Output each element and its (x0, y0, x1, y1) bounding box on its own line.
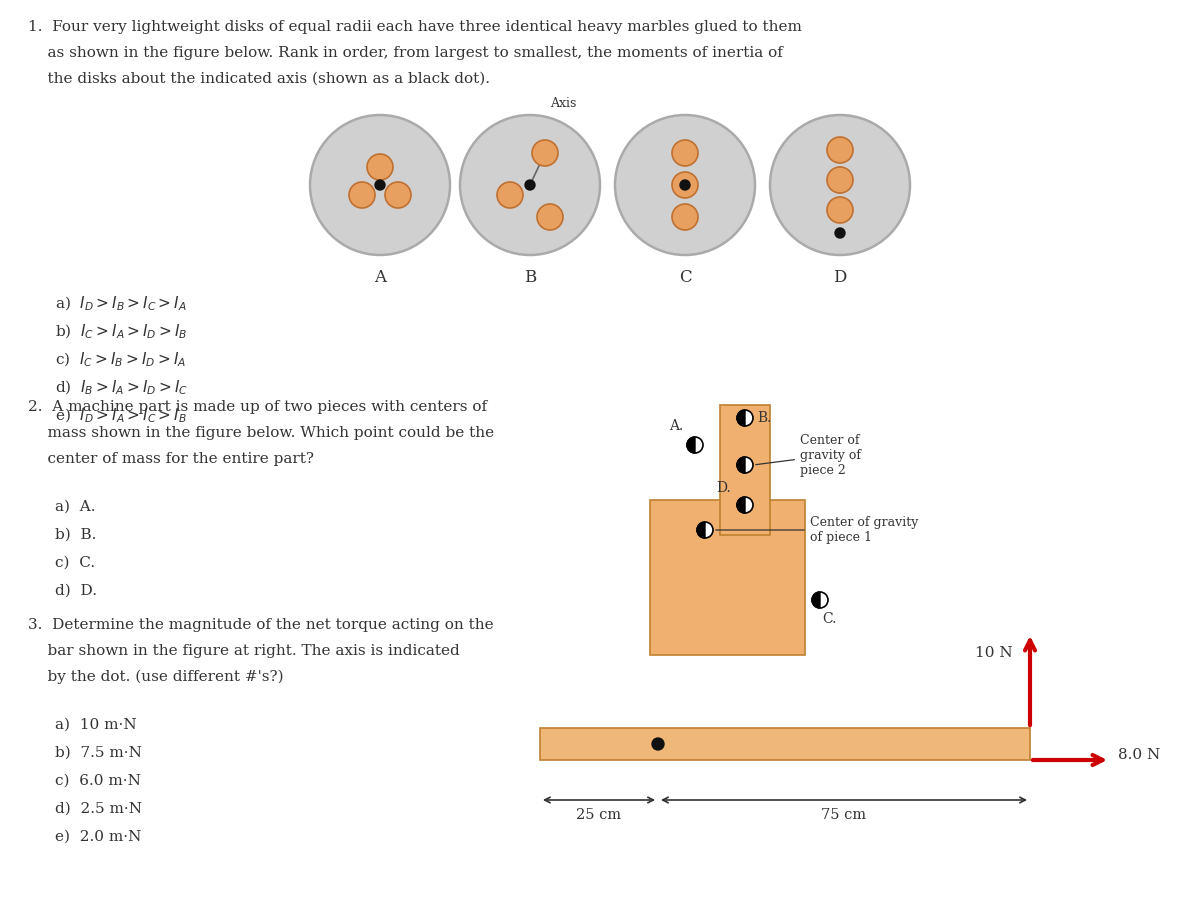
Text: e)  2.0 m·N: e) 2.0 m·N (55, 830, 142, 844)
Text: 3.  Determine the magnitude of the net torque acting on the: 3. Determine the magnitude of the net to… (28, 618, 493, 632)
Circle shape (737, 497, 754, 513)
Text: A: A (374, 269, 386, 286)
Text: b)  7.5 m·N: b) 7.5 m·N (55, 746, 142, 760)
Text: a)  10 m·N: a) 10 m·N (55, 718, 137, 732)
Circle shape (680, 180, 690, 190)
Text: as shown in the figure below. Rank in order, from largest to smallest, the momen: as shown in the figure below. Rank in or… (28, 46, 782, 60)
Polygon shape (812, 592, 820, 608)
Polygon shape (737, 497, 745, 513)
Circle shape (827, 167, 853, 193)
Text: d)  $I_B > I_A > I_D > I_C$: d) $I_B > I_A > I_D > I_C$ (55, 379, 188, 397)
Text: D.: D. (716, 481, 731, 495)
Circle shape (374, 180, 385, 190)
Circle shape (532, 140, 558, 166)
Text: 1.  Four very lightweight disks of equal radii each have three identical heavy m: 1. Four very lightweight disks of equal … (28, 20, 802, 34)
Circle shape (686, 437, 703, 453)
Circle shape (672, 172, 698, 198)
Text: mass shown in the figure below. Which point could be the: mass shown in the figure below. Which po… (28, 426, 494, 440)
Text: Center of
gravity of
piece 2: Center of gravity of piece 2 (756, 433, 862, 477)
Text: center of mass for the entire part?: center of mass for the entire part? (28, 452, 314, 466)
Text: A.: A. (668, 419, 683, 433)
Bar (540, 728, 1030, 760)
Circle shape (737, 410, 754, 426)
Text: e)  $I_D > I_A > I_C > I_B$: e) $I_D > I_A > I_C > I_B$ (55, 407, 187, 425)
Polygon shape (688, 437, 695, 453)
Text: b)  $I_C > I_A > I_D > I_B$: b) $I_C > I_A > I_D > I_B$ (55, 323, 187, 341)
Text: C: C (679, 269, 691, 286)
Circle shape (770, 115, 910, 255)
Circle shape (349, 182, 374, 208)
Circle shape (616, 115, 755, 255)
Text: 8.0 N: 8.0 N (1118, 748, 1160, 762)
Text: the disks about the indicated axis (shown as a black dot).: the disks about the indicated axis (show… (28, 72, 490, 86)
Circle shape (827, 197, 853, 223)
Text: a)  A.: a) A. (55, 500, 96, 514)
Circle shape (538, 204, 563, 230)
Circle shape (497, 182, 523, 208)
Text: d)  D.: d) D. (55, 584, 97, 598)
Text: C.: C. (822, 612, 836, 626)
Text: 2.  A machine part is made up of two pieces with centers of: 2. A machine part is made up of two piec… (28, 400, 487, 414)
Polygon shape (737, 457, 745, 473)
Text: 75 cm: 75 cm (822, 808, 866, 822)
Circle shape (672, 140, 698, 166)
Circle shape (460, 115, 600, 255)
Circle shape (367, 154, 394, 180)
Text: 25 cm: 25 cm (576, 808, 622, 822)
Text: c)  6.0 m·N: c) 6.0 m·N (55, 774, 140, 788)
Circle shape (526, 180, 535, 190)
Circle shape (385, 182, 410, 208)
Text: B.: B. (757, 411, 772, 425)
Text: 10 N: 10 N (974, 646, 1013, 660)
Polygon shape (697, 522, 706, 538)
Bar (650, 500, 805, 655)
Circle shape (835, 228, 845, 238)
Circle shape (737, 457, 754, 473)
Circle shape (310, 115, 450, 255)
Circle shape (827, 137, 853, 163)
Circle shape (672, 204, 698, 230)
Text: Center of gravity
of piece 1: Center of gravity of piece 1 (715, 516, 918, 544)
Circle shape (697, 522, 713, 538)
Text: c)  $I_C > I_B > I_D > I_A$: c) $I_C > I_B > I_D > I_A$ (55, 351, 186, 369)
Text: Axis: Axis (550, 97, 576, 110)
Text: a)  $I_D > I_B > I_C > I_A$: a) $I_D > I_B > I_C > I_A$ (55, 295, 187, 313)
Circle shape (652, 738, 664, 750)
Text: d)  2.5 m·N: d) 2.5 m·N (55, 802, 142, 816)
Text: B: B (524, 269, 536, 286)
Text: bar shown in the figure at right. The axis is indicated: bar shown in the figure at right. The ax… (28, 644, 460, 658)
Text: by the dot. (use different #'s?): by the dot. (use different #'s?) (28, 670, 283, 684)
Polygon shape (737, 410, 745, 426)
Text: c)  C.: c) C. (55, 556, 95, 570)
Circle shape (812, 592, 828, 608)
Bar (720, 405, 770, 535)
Text: D: D (833, 269, 847, 286)
Text: b)  B.: b) B. (55, 528, 96, 542)
